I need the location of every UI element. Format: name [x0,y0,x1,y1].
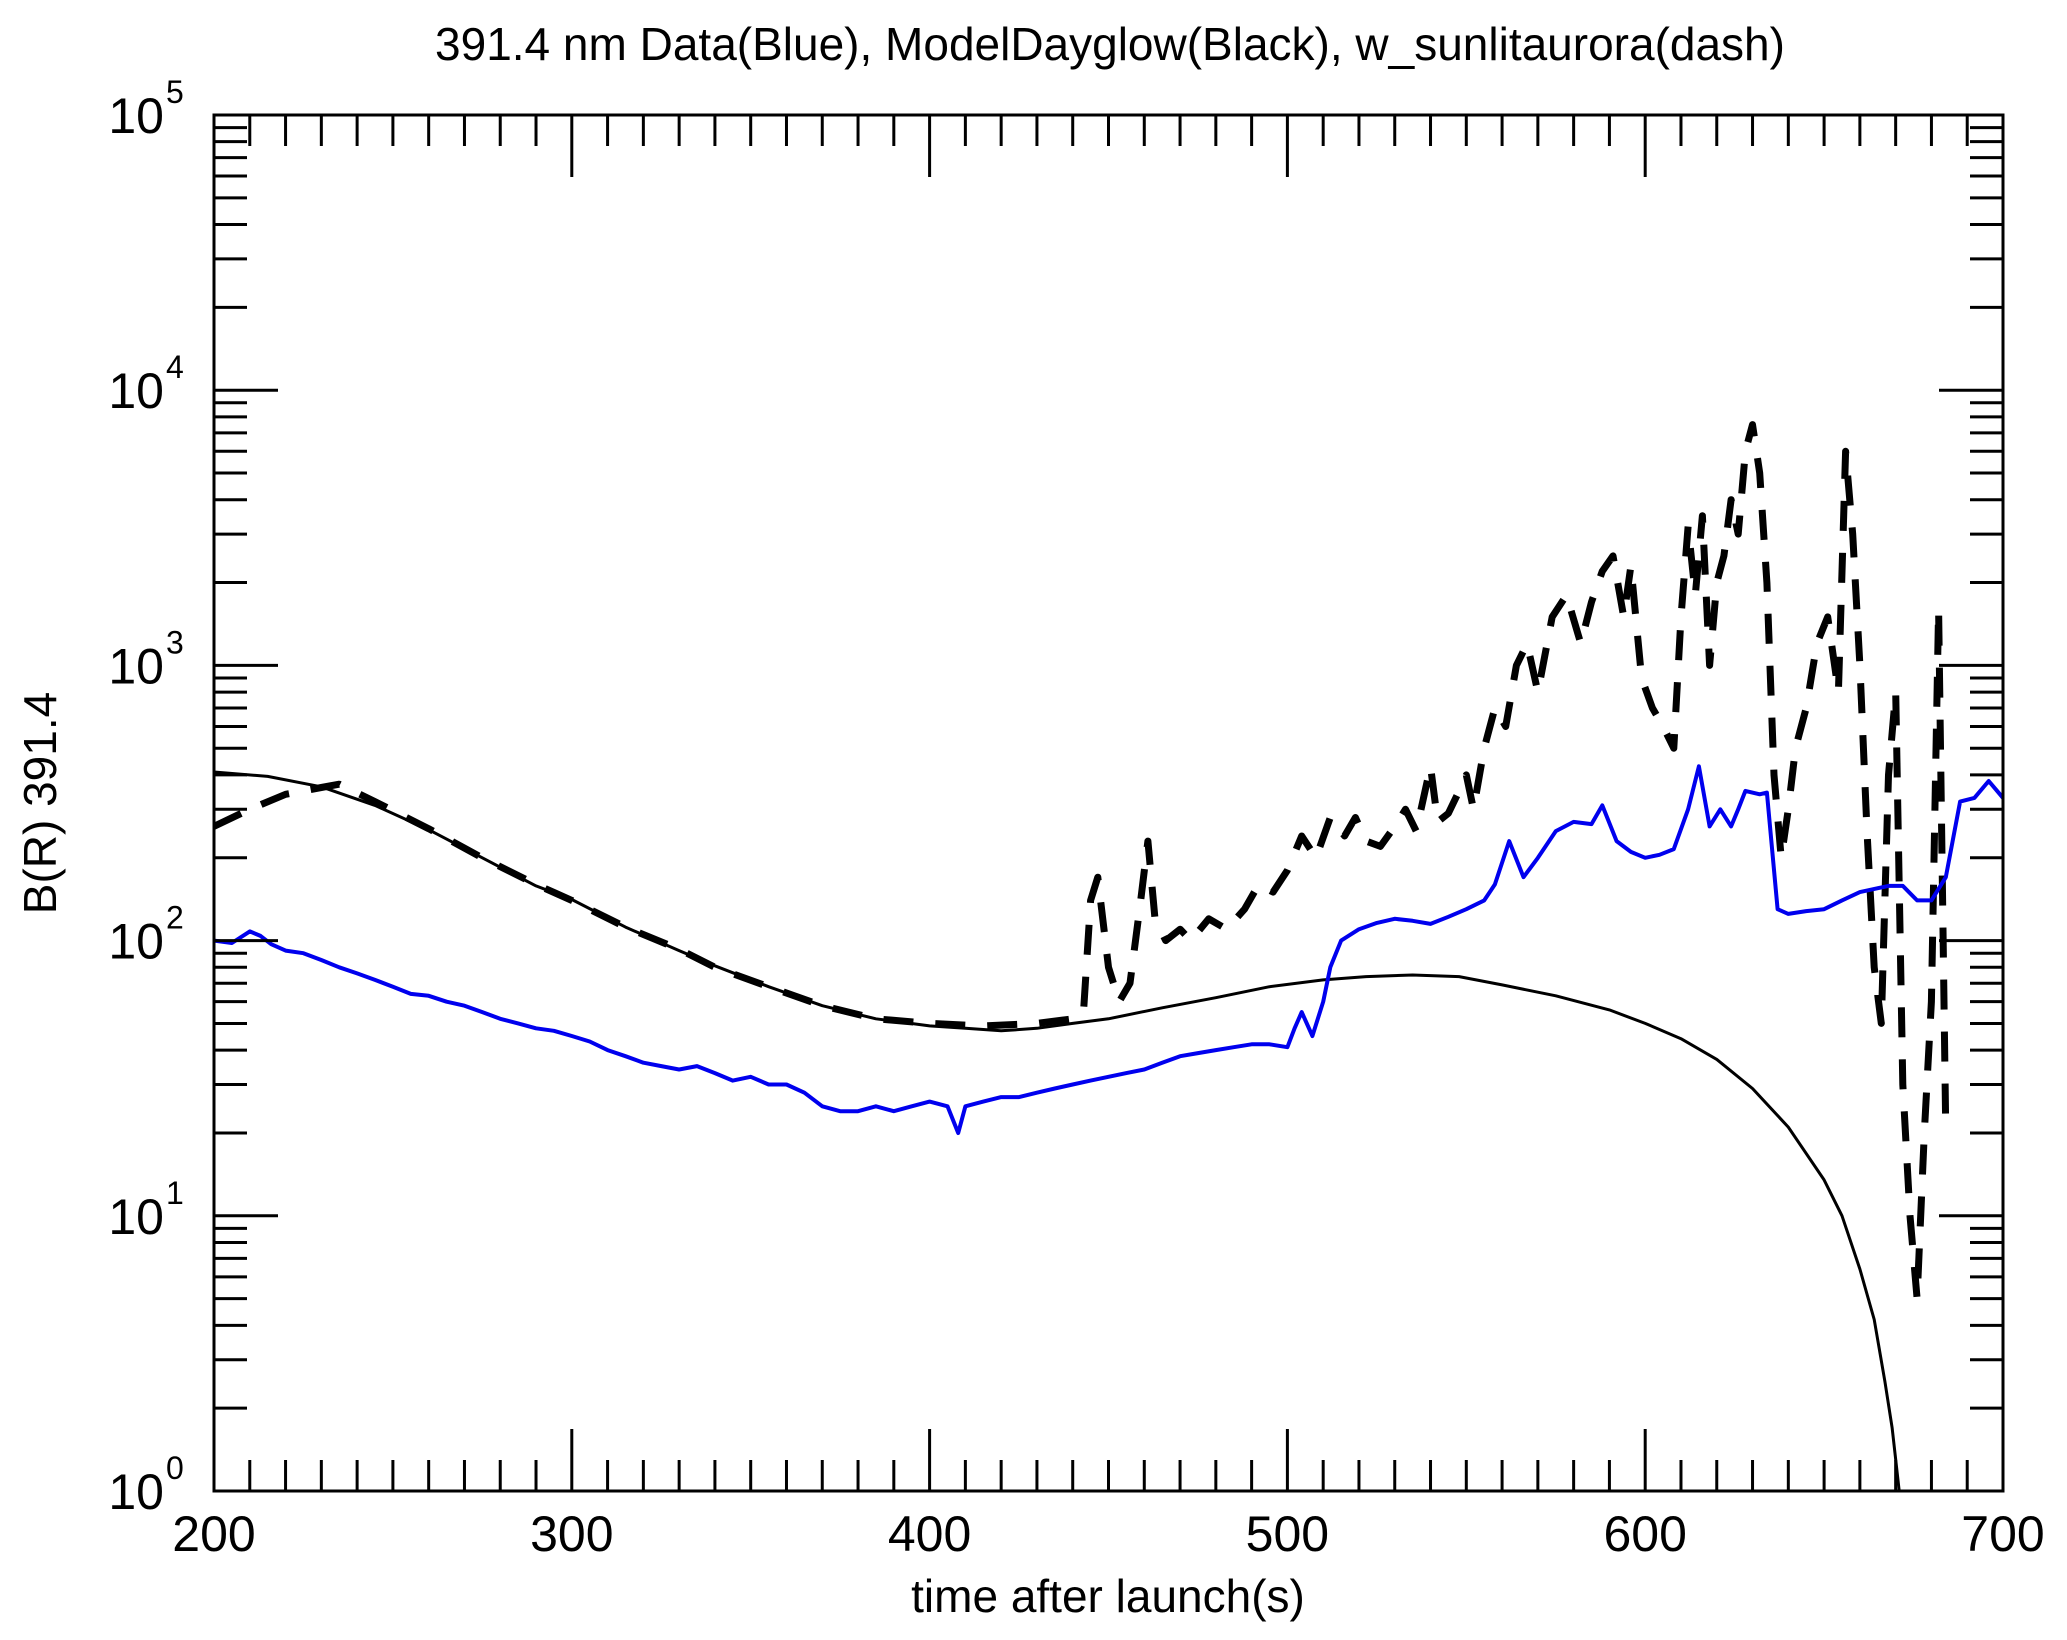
x-tick-label: 300 [530,1506,613,1562]
y-tick-base: 10 [108,1464,164,1520]
y-tick-base: 10 [108,363,164,419]
x-tick-label: 700 [1961,1506,2044,1562]
y-tick-label: 10 1 [108,1175,183,1245]
series-line-w-sunlitaurora [214,421,1950,1303]
ticks-layer [212,113,2005,1493]
x-tick-label: 500 [1246,1506,1329,1562]
chart-title: 391.4 nm Data(Blue), ModelDayglow(Black)… [435,18,1785,70]
series-line-modeldayglow [214,770,1901,1491]
x-axis-label: time after launch(s) [911,1570,1305,1622]
y-axis-label: B(R) 391.4 [14,692,66,914]
y-tick-label: 10 0 [108,1450,183,1520]
y-tick-base: 10 [108,1189,164,1245]
y-tick-exponent: 4 [166,349,184,385]
y-tick-label: 10 4 [108,349,183,419]
y-tick-label: 10 5 [108,74,183,144]
plot-frame [212,113,2005,1493]
series-line-data [214,764,2003,1135]
series-layer [214,421,2003,1491]
y-tick-label: 10 3 [108,624,183,694]
y-tick-label: 10 2 [108,900,183,970]
x-tick-label: 200 [172,1506,255,1562]
y-tick-base: 10 [108,88,164,144]
y-tick-exponent: 2 [166,900,184,936]
x-tick-label: 400 [888,1506,971,1562]
y-tick-exponent: 3 [166,624,184,660]
x-tick-label: 600 [1603,1506,1686,1562]
y-tick-exponent: 1 [166,1175,184,1211]
x-tick-labels: 200 300 400 500 600 700 [172,1506,2044,1562]
y-tick-exponent: 0 [166,1450,184,1486]
y-tick-base: 10 [108,914,164,970]
y-tick-exponent: 5 [166,74,184,110]
y-tick-base: 10 [108,638,164,694]
